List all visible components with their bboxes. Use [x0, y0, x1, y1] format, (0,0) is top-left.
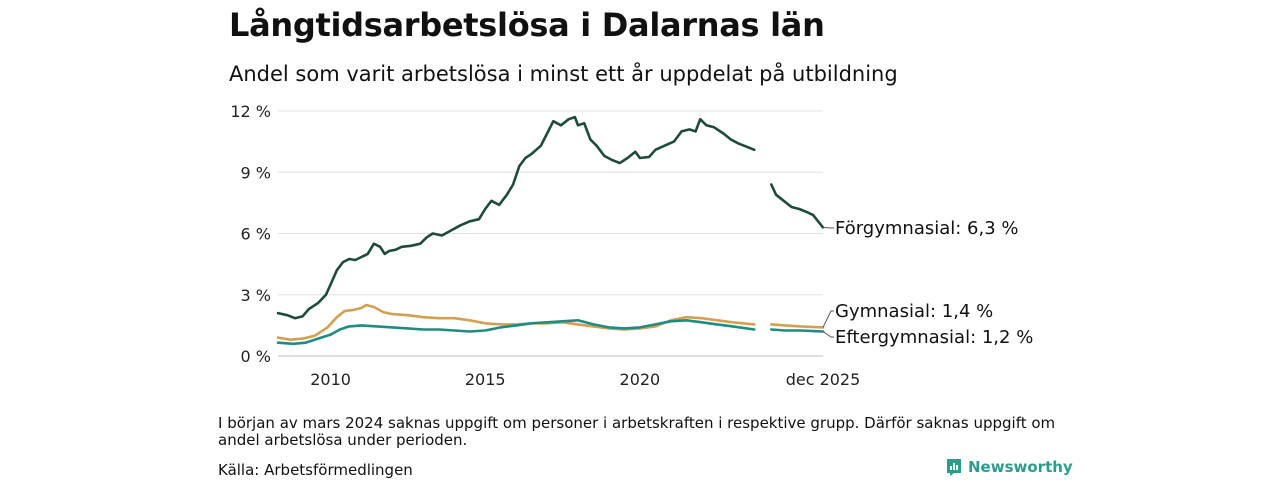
brand-name: Newsworthy [968, 458, 1073, 476]
leader-line [822, 226, 834, 229]
y-tick-label: 3 % [241, 286, 271, 305]
series-line-förgymnasial [770, 183, 825, 229]
newsworthy-logo: Newsworthy [945, 458, 1073, 476]
series-line-gymnasial [276, 303, 756, 341]
y-tick-label: 0 % [241, 347, 271, 366]
leader-line [822, 310, 834, 328]
gridlines [278, 110, 823, 357]
y-tick-label: 12 % [230, 102, 271, 121]
line-chart: 0 % 3 % 6 % 9 % 12 % 2010 2015 2020 dec 2025 Fö… [230, 102, 1033, 389]
chart-subtitle: Andel som varit arbetslösa i minst ett å… [229, 62, 898, 86]
end-label-eftergymnasial: Eftergymnasial: 1,2 % [835, 327, 1033, 348]
chart-title: Långtidsarbetslösa i Dalarnas län [229, 6, 825, 44]
end-label-gymnasial: Gymnasial: 1,4 % [835, 301, 993, 322]
x-tick-label: 2015 [465, 370, 506, 389]
series-end-labels: Förgymnasial: 6,3 % Gymnasial: 1,4 % Efter… [822, 218, 1033, 348]
y-tick-label: 6 % [241, 225, 271, 244]
series-line-förgymnasial [276, 115, 756, 320]
series-line-eftergymnasial [276, 319, 756, 346]
end-label-förgymnasial: Förgymnasial: 6,3 % [835, 218, 1019, 239]
x-tick-label: 2020 [620, 370, 661, 389]
x-tick-label: dec 2025 [786, 370, 861, 389]
x-tick-label: 2010 [310, 370, 351, 389]
y-tick-label: 9 % [241, 163, 271, 182]
series-line-gymnasial [770, 323, 825, 329]
x-axis-ticks: 2010 2015 2020 dec 2025 [310, 370, 860, 389]
series-line-eftergymnasial [770, 328, 825, 333]
series-lines [276, 115, 825, 346]
footnote: I början av mars 2024 saknas uppgift om … [218, 414, 1056, 449]
source-credit: Källa: Arbetsförmedlingen [218, 461, 413, 479]
leader-line [822, 331, 834, 338]
newsworthy-logo-icon [947, 459, 961, 476]
y-axis-ticks: 0 % 3 % 6 % 9 % 12 % [230, 102, 271, 366]
